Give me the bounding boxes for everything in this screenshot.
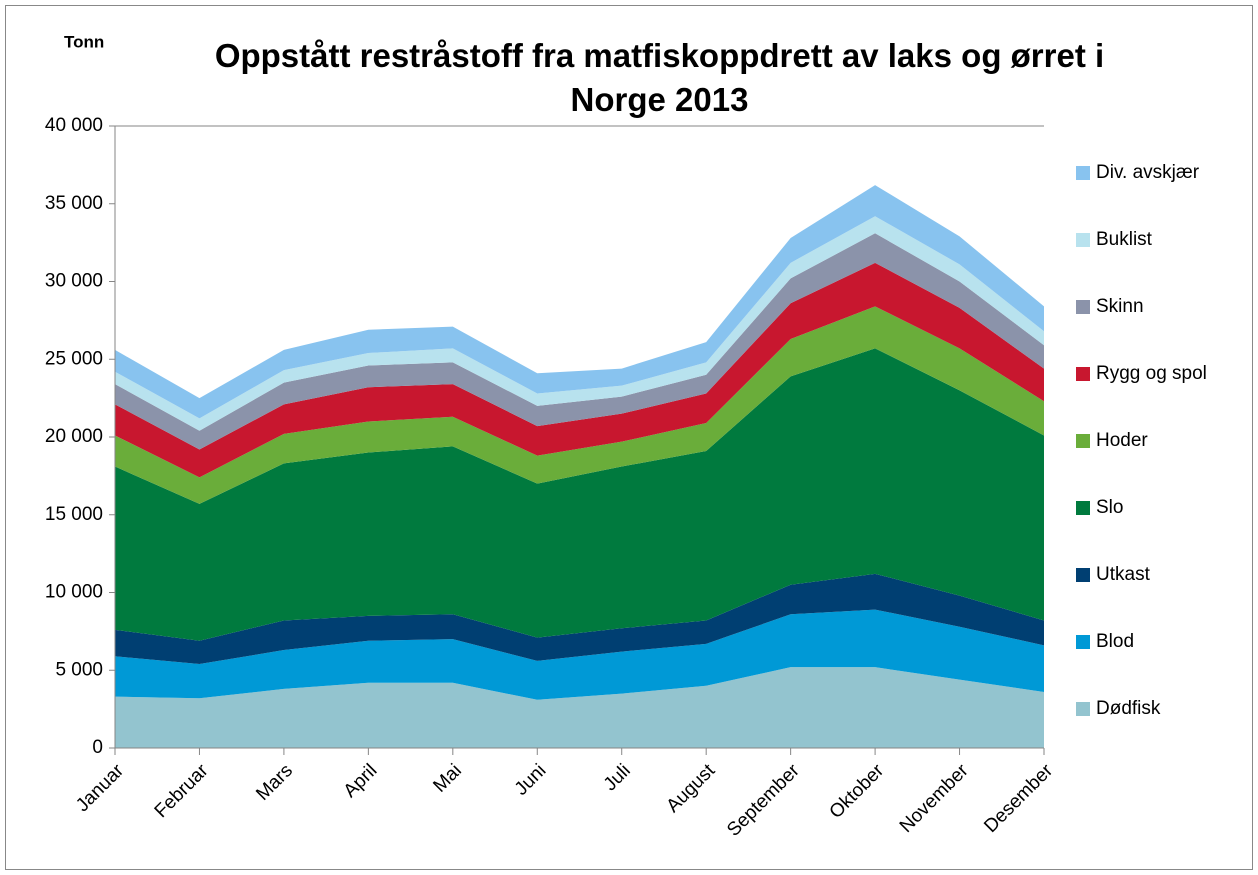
area bbox=[115, 233, 1044, 450]
legend-label: Blod bbox=[1096, 631, 1134, 652]
legend-label: Slo bbox=[1096, 497, 1123, 518]
legend-swatch bbox=[1076, 568, 1090, 582]
legend-label: Dødfisk bbox=[1096, 698, 1161, 719]
legend-swatch bbox=[1076, 166, 1090, 180]
chart-title: Oppstått restråstoff fra matfiskoppdrett… bbox=[214, 37, 1105, 118]
legend-swatch bbox=[1076, 367, 1090, 381]
y-tick-label: 5 000 bbox=[55, 659, 103, 680]
legend-swatch bbox=[1076, 300, 1090, 314]
area bbox=[115, 306, 1044, 504]
area bbox=[115, 667, 1044, 748]
area bbox=[115, 348, 1044, 641]
y-tick-label: 35 000 bbox=[45, 193, 103, 214]
legend-label: Buklist bbox=[1096, 229, 1153, 250]
y-tick-label: 15 000 bbox=[45, 504, 103, 525]
legend-label: Utkast bbox=[1096, 564, 1151, 585]
y-axis-label: Tonn bbox=[64, 32, 104, 51]
legend-label: Rygg og spol bbox=[1096, 363, 1207, 384]
area bbox=[115, 609, 1044, 700]
y-tick-label: 30 000 bbox=[45, 271, 103, 292]
legend-swatch bbox=[1076, 501, 1090, 515]
y-tick-label: 40 000 bbox=[45, 115, 103, 136]
legend-swatch bbox=[1076, 702, 1090, 716]
legend-label: Skinn bbox=[1096, 296, 1144, 317]
legend-label: Hoder bbox=[1096, 430, 1148, 451]
legend-label: Div. avskjær bbox=[1096, 162, 1200, 183]
legend-swatch bbox=[1076, 635, 1090, 649]
y-tick-label: 10 000 bbox=[45, 582, 103, 603]
area bbox=[115, 573, 1044, 665]
y-tick-label: 20 000 bbox=[45, 426, 103, 447]
y-tick-label: 25 000 bbox=[45, 348, 103, 369]
legend-swatch bbox=[1076, 434, 1090, 448]
y-tick-label: 0 bbox=[92, 737, 103, 758]
legend-swatch bbox=[1076, 233, 1090, 247]
area bbox=[115, 262, 1044, 478]
area bbox=[115, 185, 1044, 419]
